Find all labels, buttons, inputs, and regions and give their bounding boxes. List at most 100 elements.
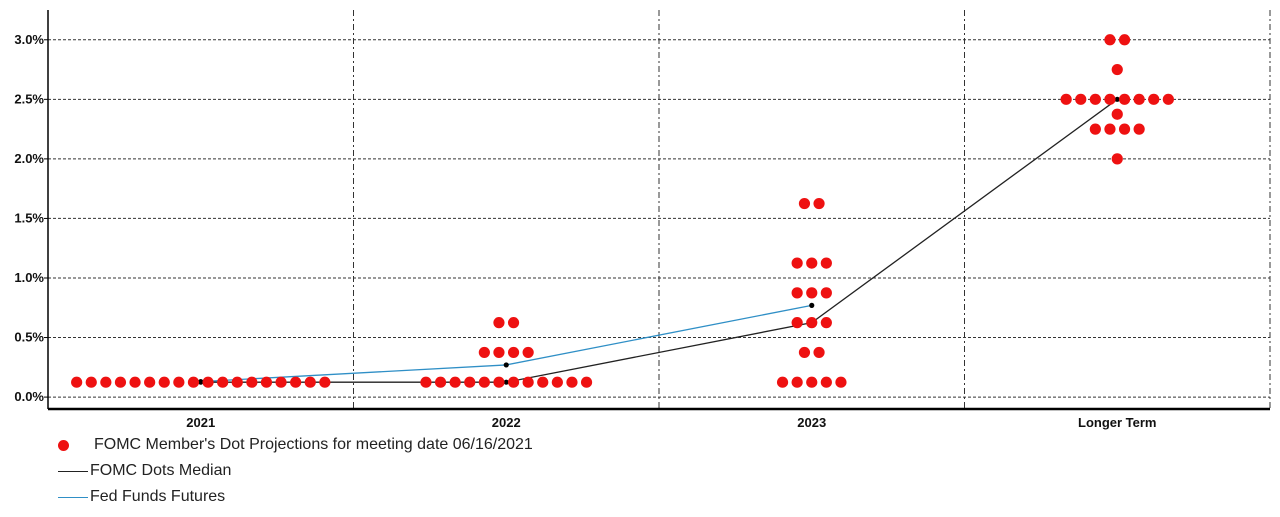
projection-dot [1104, 123, 1116, 135]
projection-dot [290, 376, 302, 388]
projection-dot [1075, 93, 1087, 105]
legend-median-swatch [58, 471, 88, 472]
x-tick-label: 2023 [797, 415, 826, 430]
dot-layer [71, 34, 1174, 388]
projection-dot [566, 376, 578, 388]
legend-dot-swatch [58, 440, 69, 451]
projection-dot [100, 376, 112, 388]
projection-dot [319, 376, 331, 388]
projection-dot [478, 376, 490, 388]
projection-dot [478, 346, 490, 359]
y-tick-label: 1.0% [14, 270, 44, 285]
projection-dot [507, 346, 520, 359]
projection-dot [537, 376, 549, 388]
projection-dot [507, 317, 520, 329]
projection-dot [813, 346, 825, 359]
projection-dot [1111, 153, 1123, 165]
projection-dot [507, 376, 520, 388]
legend-futures-swatch [58, 497, 88, 498]
projection-dot [791, 257, 803, 269]
projection-dot [806, 317, 818, 329]
line-layer [198, 96, 1120, 385]
projection-dot [835, 376, 847, 388]
projection-dot [1104, 93, 1116, 105]
y-tick-label: 0.0% [14, 389, 44, 404]
projection-dot [1148, 93, 1160, 105]
projection-dot [1162, 93, 1174, 105]
axis-layer [44, 10, 1270, 411]
series-point [1114, 96, 1120, 102]
projection-dot [187, 376, 200, 388]
projection-dot [129, 376, 141, 388]
projection-dot [820, 317, 832, 329]
legend-median-label: FOMC Dots Median [90, 462, 232, 479]
projection-dot [1118, 34, 1131, 46]
projection-dot [1133, 93, 1145, 105]
projection-dot [1089, 123, 1101, 135]
projection-dot [1118, 123, 1131, 135]
projection-dot [449, 376, 461, 388]
projection-dot [85, 376, 97, 388]
projection-dot [806, 376, 818, 388]
label-layer: 0.0% 0.5% 1.0% 1.5% 2.0% 2.5% 3.0% 2021 2022 2023… [14, 32, 1156, 430]
projection-dot [158, 376, 170, 388]
projection-dot [791, 287, 803, 299]
series-line [200, 98, 1118, 383]
legend-dots-label: FOMC Member's Dot Projections for meetin… [94, 436, 533, 453]
y-tick-label: 1.5% [14, 210, 44, 225]
projection-dot [798, 197, 811, 210]
series-point [198, 379, 204, 385]
y-tick-label: 2.0% [14, 151, 44, 166]
projection-dot [1111, 63, 1123, 76]
projection-dot [580, 376, 593, 388]
projection-dot [114, 376, 127, 388]
projection-dot [304, 376, 316, 388]
projection-dot [434, 376, 447, 388]
projection-dot [776, 376, 789, 388]
x-tick-label: 2021 [186, 415, 215, 430]
projection-dot [1089, 93, 1101, 105]
projection-dot [820, 257, 832, 269]
projection-dot [246, 376, 258, 388]
projection-dot [1111, 108, 1123, 120]
x-tick-label: 2022 [492, 415, 521, 430]
y-tick-label: 3.0% [14, 32, 44, 47]
projection-dot [493, 317, 505, 329]
projection-dot [806, 257, 818, 269]
projection-dot [144, 376, 156, 388]
projection-dot [551, 376, 563, 388]
series-point [503, 362, 509, 368]
y-tick-label: 2.5% [14, 91, 44, 106]
projection-dot [420, 376, 432, 388]
projection-dot [493, 376, 505, 388]
legend-futures-label: Fed Funds Futures [90, 488, 226, 505]
projection-dot [71, 376, 83, 388]
projection-dot [1118, 93, 1131, 105]
grid-layer [48, 10, 1271, 409]
y-tick-label: 0.5% [14, 330, 44, 345]
series-line [200, 304, 812, 383]
projection-dot [522, 346, 534, 359]
projection-dot [493, 346, 505, 359]
projection-dot [260, 376, 273, 388]
projection-dot [173, 376, 185, 388]
projection-dot [820, 376, 832, 388]
projection-dot [217, 376, 229, 388]
projection-dot [798, 346, 811, 359]
projection-dot [1060, 93, 1072, 105]
series-point [503, 379, 509, 385]
projection-dot [813, 197, 825, 210]
series-point [809, 302, 815, 308]
x-tick-label: Longer Term [1078, 415, 1157, 430]
projection-dot [1133, 123, 1145, 135]
projection-dot [820, 287, 832, 299]
projection-dot [275, 376, 287, 388]
projection-dot [231, 376, 243, 388]
projection-dot [202, 376, 214, 388]
projection-dot [1104, 34, 1116, 46]
projection-dot [464, 376, 476, 388]
projection-dot [522, 376, 534, 388]
projection-dot [791, 317, 803, 329]
projection-dot [791, 376, 803, 388]
